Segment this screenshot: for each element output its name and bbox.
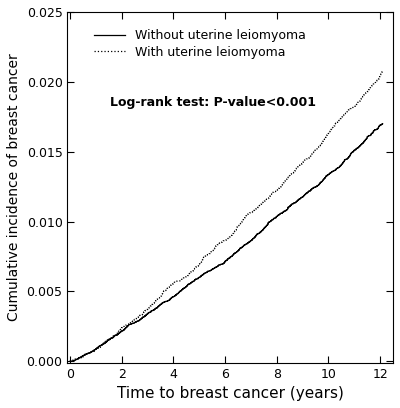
Without uterine leiomyoma <box>264 223 269 228</box>
Without uterine leiomyoma <box>275 214 280 219</box>
Without uterine leiomyoma <box>310 186 315 191</box>
With uterine leiomyoma <box>68 359 72 364</box>
Line: With uterine leiomyoma: With uterine leiomyoma <box>70 71 382 361</box>
Without uterine leiomyoma <box>380 121 385 126</box>
Line: Without uterine leiomyoma: Without uterine leiomyoma <box>70 124 383 361</box>
Legend: Without uterine leiomyoma, With uterine leiomyoma: Without uterine leiomyoma, With uterine … <box>90 25 310 62</box>
Text: Log-rank test: P-value<0.001: Log-rank test: P-value<0.001 <box>110 96 316 109</box>
X-axis label: Time to breast cancer (years): Time to breast cancer (years) <box>117 386 344 401</box>
With uterine leiomyoma <box>311 150 316 155</box>
With uterine leiomyoma <box>180 276 185 281</box>
With uterine leiomyoma <box>231 231 236 235</box>
Without uterine leiomyoma <box>135 319 140 324</box>
With uterine leiomyoma <box>114 331 119 336</box>
Without uterine leiomyoma <box>68 359 72 364</box>
With uterine leiomyoma <box>380 68 385 73</box>
Without uterine leiomyoma <box>162 299 167 304</box>
With uterine leiomyoma <box>283 177 288 182</box>
Without uterine leiomyoma <box>168 296 173 301</box>
With uterine leiomyoma <box>130 319 134 324</box>
Y-axis label: Cumulative incidence of breast cancer: Cumulative incidence of breast cancer <box>7 53 21 321</box>
